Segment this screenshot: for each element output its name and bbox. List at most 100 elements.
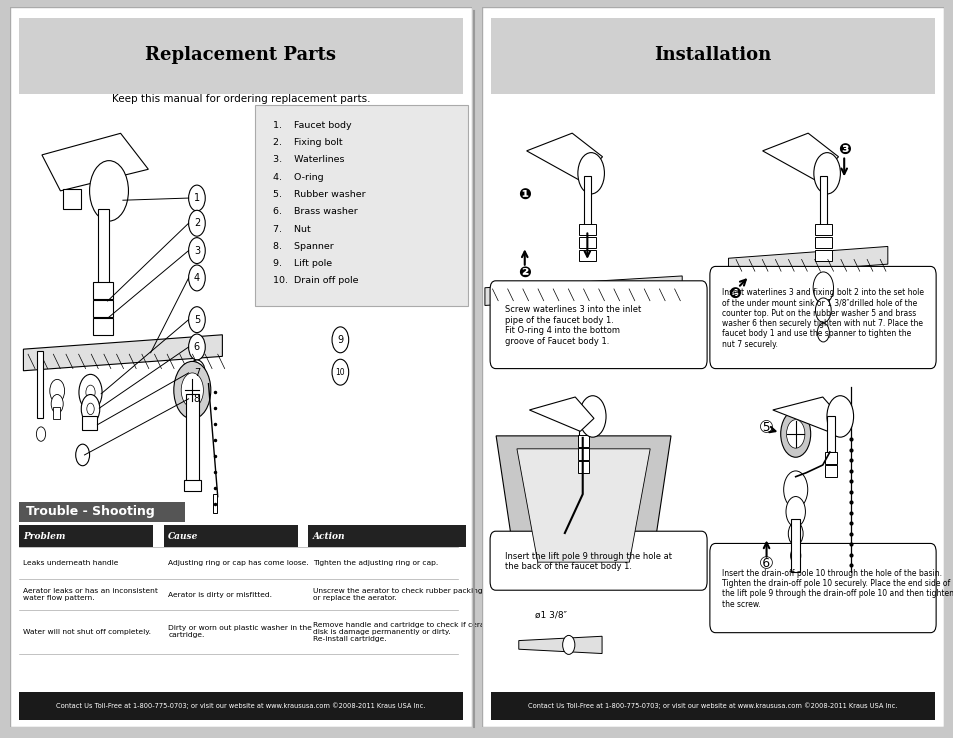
- FancyBboxPatch shape: [490, 531, 706, 590]
- FancyBboxPatch shape: [491, 18, 934, 94]
- Circle shape: [785, 420, 804, 448]
- Polygon shape: [518, 636, 601, 654]
- Text: 9: 9: [337, 335, 343, 345]
- Text: Contact Us Toll-Free at 1-800-775-0703; or visit our website at www.kraususa.com: Contact Us Toll-Free at 1-800-775-0703; …: [528, 703, 897, 709]
- Text: ➅: ➅: [760, 556, 772, 571]
- Circle shape: [75, 444, 90, 466]
- FancyBboxPatch shape: [19, 692, 462, 720]
- Circle shape: [173, 362, 211, 419]
- Text: ❸: ❸: [837, 142, 850, 157]
- Text: Insert waterlines 3 and fixing bolt 2 into the set hole
of the under mount sink : Insert waterlines 3 and fixing bolt 2 in…: [721, 288, 923, 349]
- Circle shape: [79, 374, 102, 410]
- Bar: [825, 416, 834, 452]
- Circle shape: [332, 359, 349, 385]
- Bar: [92, 281, 113, 299]
- Circle shape: [81, 395, 100, 424]
- Bar: [814, 250, 831, 261]
- Bar: [183, 480, 201, 491]
- FancyBboxPatch shape: [164, 525, 298, 547]
- Text: 2.    Fixing bolt: 2. Fixing bolt: [273, 138, 342, 147]
- Bar: [814, 237, 831, 248]
- Text: Water will not shut off completely.: Water will not shut off completely.: [24, 629, 152, 635]
- Bar: [92, 300, 113, 317]
- Text: 5.    Rubber washer: 5. Rubber washer: [273, 190, 366, 199]
- Polygon shape: [526, 133, 602, 180]
- Text: Contact Us Toll-Free at 1-800-775-0703; or visit our website at www.kraususa.com: Contact Us Toll-Free at 1-800-775-0703; …: [56, 703, 425, 709]
- FancyBboxPatch shape: [308, 525, 465, 547]
- Text: ❷: ❷: [517, 264, 531, 279]
- Text: Replacement Parts: Replacement Parts: [145, 46, 336, 64]
- Text: Adjusting ring or cap has come loose.: Adjusting ring or cap has come loose.: [168, 560, 309, 566]
- Bar: [53, 407, 60, 419]
- Text: Keep this manual for ordering replacement parts.: Keep this manual for ordering replacemen…: [112, 94, 370, 105]
- Text: ❹: ❹: [727, 286, 740, 301]
- Bar: [578, 435, 589, 447]
- Bar: [578, 461, 589, 473]
- Text: Leaks underneath handle: Leaks underneath handle: [24, 560, 119, 566]
- Circle shape: [813, 153, 840, 194]
- Text: 5: 5: [193, 314, 200, 325]
- Bar: [824, 452, 836, 463]
- Text: 2: 2: [193, 218, 200, 228]
- Bar: [824, 465, 836, 477]
- Text: 4.    O-ring: 4. O-ring: [273, 173, 324, 182]
- Circle shape: [189, 265, 205, 291]
- Bar: [98, 209, 109, 284]
- Text: Aerator leaks or has an inconsistent
water flow pattern.: Aerator leaks or has an inconsistent wat…: [24, 588, 158, 601]
- Circle shape: [812, 272, 833, 303]
- Text: ➄: ➄: [760, 420, 772, 435]
- FancyBboxPatch shape: [19, 525, 153, 547]
- Text: 1.    Faucet body: 1. Faucet body: [273, 121, 352, 130]
- Circle shape: [780, 410, 810, 458]
- Bar: [814, 224, 831, 235]
- Circle shape: [332, 327, 349, 353]
- Bar: [578, 224, 596, 235]
- Circle shape: [578, 396, 605, 437]
- FancyBboxPatch shape: [709, 543, 935, 632]
- Circle shape: [189, 307, 205, 333]
- Text: ❶: ❶: [517, 187, 531, 203]
- FancyBboxPatch shape: [491, 692, 934, 720]
- FancyBboxPatch shape: [481, 7, 943, 727]
- FancyBboxPatch shape: [254, 105, 467, 306]
- Text: 10: 10: [335, 368, 345, 376]
- Text: Installation: Installation: [654, 46, 771, 64]
- FancyBboxPatch shape: [709, 266, 935, 368]
- Polygon shape: [484, 276, 681, 306]
- Circle shape: [817, 323, 828, 342]
- Text: 10.  Drain off pole: 10. Drain off pole: [273, 276, 358, 286]
- Circle shape: [189, 185, 205, 211]
- Bar: [63, 189, 81, 209]
- Polygon shape: [517, 449, 650, 562]
- Text: Insert the drain-off pole 10 through the hole of the basin.
Tighten the drain-of: Insert the drain-off pole 10 through the…: [721, 569, 953, 609]
- Polygon shape: [761, 133, 838, 180]
- Polygon shape: [772, 397, 841, 431]
- Circle shape: [50, 379, 65, 402]
- Bar: [213, 494, 217, 512]
- Bar: [583, 176, 591, 229]
- Circle shape: [189, 334, 205, 360]
- Text: Dirty or worn out plastic washer in the
cartridge.: Dirty or worn out plastic washer in the …: [168, 625, 312, 638]
- Circle shape: [36, 427, 46, 441]
- Text: 6.    Brass washer: 6. Brass washer: [273, 207, 357, 216]
- Circle shape: [86, 385, 95, 399]
- Bar: [819, 176, 826, 229]
- FancyBboxPatch shape: [10, 7, 472, 727]
- Circle shape: [51, 395, 63, 413]
- Text: Screw waterlines 3 into the inlet
pipe of the faucet body 1.
Fit O-ring 4 into t: Screw waterlines 3 into the inlet pipe o…: [504, 306, 640, 345]
- Text: 3.    Waterlines: 3. Waterlines: [273, 156, 344, 165]
- Circle shape: [815, 298, 830, 323]
- Bar: [578, 250, 596, 261]
- Circle shape: [189, 210, 205, 236]
- Polygon shape: [496, 436, 670, 575]
- Polygon shape: [42, 134, 149, 191]
- Circle shape: [189, 386, 205, 412]
- Text: 3: 3: [193, 246, 200, 255]
- Bar: [37, 351, 43, 418]
- Text: 8: 8: [193, 394, 200, 404]
- Text: Trouble - Shooting: Trouble - Shooting: [26, 506, 154, 518]
- Text: Cause: Cause: [168, 532, 198, 541]
- Circle shape: [87, 403, 94, 415]
- FancyBboxPatch shape: [19, 502, 185, 522]
- Circle shape: [181, 373, 203, 407]
